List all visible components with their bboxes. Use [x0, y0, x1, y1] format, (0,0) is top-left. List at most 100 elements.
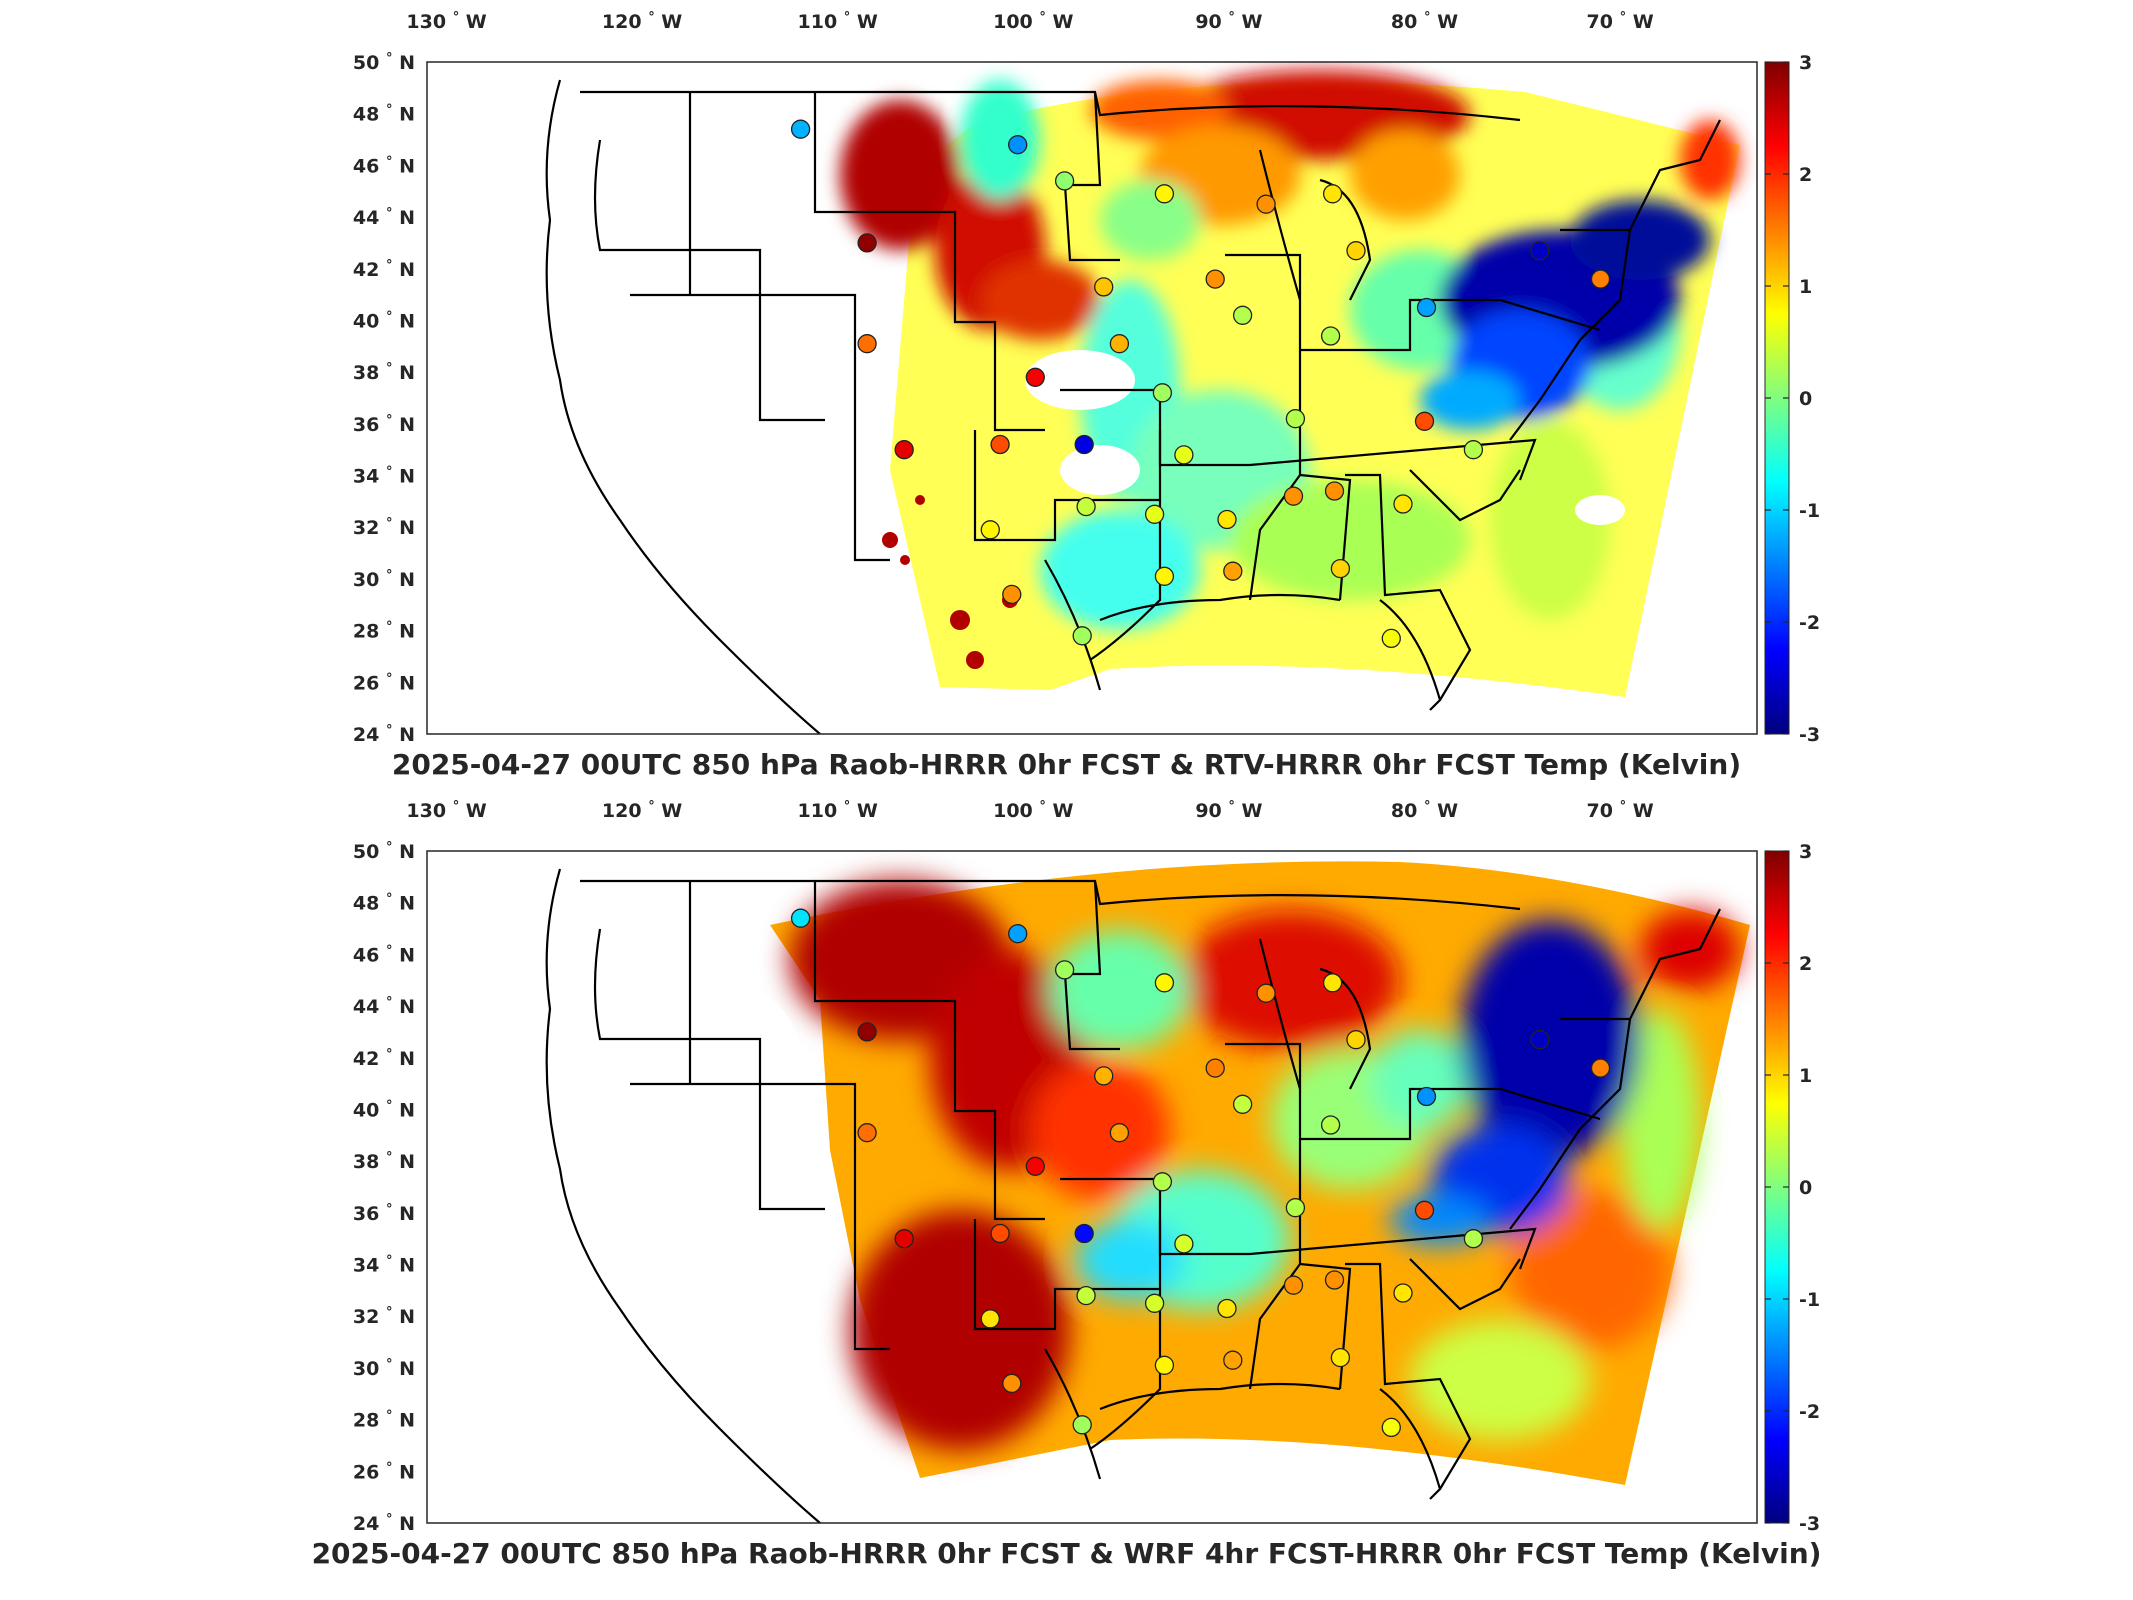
raob-station-marker	[1590, 269, 1611, 289]
latitude-tick-label: 50 ° N	[353, 51, 415, 74]
latitude-tick-label: 48 ° N	[353, 103, 415, 126]
longitude-tick-label: 90 ° W	[1195, 10, 1262, 33]
raob-station-marker	[1414, 411, 1435, 431]
latitude-tick-label: 42 ° N	[353, 1047, 415, 1070]
raob-station-marker	[1256, 194, 1276, 214]
raob-station-marker	[1154, 566, 1175, 586]
map-panel-bottom: 130 ° W 120 ° W 110 ° W 100 ° W 90 ° W 80 ° W…	[353, 799, 1820, 1535]
raob-station-marker	[990, 434, 1010, 455]
raob-station-marker	[1330, 1347, 1351, 1368]
latitude-tick-label: 42 ° N	[353, 258, 415, 281]
colorbar-tick-label: 1	[1799, 276, 1812, 298]
map-axes-top	[426, 61, 1758, 735]
raob-station-marker	[1152, 383, 1173, 403]
raob-station-marker	[1223, 561, 1243, 581]
longitude-tick-label: 130 ° W	[406, 799, 486, 822]
raob-station-marker	[1346, 1030, 1366, 1050]
raob-station-marker	[1002, 1373, 1022, 1394]
latitude-tick-label: 24 ° N	[353, 1512, 415, 1535]
raob-station-marker	[1054, 960, 1075, 980]
raob-stations-top	[790, 119, 1611, 649]
raob-station-marker	[1322, 184, 1343, 204]
raob-station-marker	[1154, 1355, 1175, 1375]
raob-station-marker	[1054, 171, 1075, 191]
raob-station-marker	[990, 1223, 1010, 1244]
colorbar-tick-label: 0	[1799, 1177, 1812, 1199]
raob-station-marker	[1416, 297, 1437, 318]
raob-station-marker	[1285, 409, 1306, 429]
latitude-tick-label: 34 ° N	[353, 465, 415, 488]
raob-station-marker	[1109, 334, 1130, 354]
raob-station-marker	[857, 1022, 877, 1042]
latitude-tick-label: 40 ° N	[353, 310, 415, 333]
raob-station-marker	[1530, 1030, 1550, 1050]
longitude-tick-label: 120 ° W	[602, 10, 682, 33]
raob-station-marker	[1002, 584, 1022, 605]
raob-station-marker	[1144, 504, 1165, 524]
longitude-tick-label: 70 ° W	[1587, 799, 1654, 822]
longitude-ticks-top: 130 ° W 120 ° W 110 ° W 100 ° W 90 ° W 80 ° W…	[406, 10, 1653, 33]
longitude-tick-label: 110 ° W	[798, 799, 878, 822]
colorbar-ticks-bottom: 3 2 1 0 -1 -2 -3	[1765, 841, 1820, 1535]
longitude-tick-label: 110 ° W	[798, 10, 878, 33]
colorbar-tick-label: 2	[1799, 164, 1812, 186]
longitude-tick-label: 70 ° W	[1587, 10, 1654, 33]
raob-station-marker	[1416, 1086, 1437, 1107]
colorbar-tick-label: -2	[1799, 1401, 1820, 1423]
longitude-tick-label: 100 ° W	[993, 799, 1073, 822]
raob-station-marker	[1094, 277, 1114, 297]
raob-station-marker	[1285, 1198, 1306, 1218]
raob-station-marker	[1217, 509, 1237, 530]
raob-station-marker	[1223, 1350, 1243, 1370]
latitude-tick-label: 30 ° N	[353, 568, 415, 591]
latitude-tick-label: 26 ° N	[353, 1460, 415, 1483]
colorbar-tick-label: 3	[1799, 52, 1812, 74]
latitude-tick-label: 30 ° N	[353, 1357, 415, 1380]
raob-station-marker	[1076, 496, 1096, 517]
anomaly-blobs-top	[840, 70, 1740, 630]
latitude-tick-label: 46 ° N	[353, 943, 415, 966]
panel-title-top: 2025-04-27 00UTC 850 hPa Raob-HRRR 0hr F…	[391, 748, 1742, 781]
latitude-tick-label: 36 ° N	[353, 1202, 415, 1225]
latitude-tick-label: 38 ° N	[353, 361, 415, 384]
panel-title-bottom: 2025-04-27 00UTC 850 hPa Raob-HRRR 0hr F…	[311, 1537, 1822, 1570]
latitude-tick-label: 40 ° N	[353, 1099, 415, 1122]
raob-station-marker	[1094, 1066, 1114, 1086]
longitude-tick-label: 80 ° W	[1391, 799, 1458, 822]
raob-station-marker	[1590, 1058, 1611, 1078]
raob-station-marker	[1205, 1058, 1225, 1078]
latitude-tick-label: 24 ° N	[353, 723, 415, 746]
colorbar-tick-label: -3	[1799, 1513, 1820, 1535]
longitude-tick-label: 120 ° W	[602, 799, 682, 822]
raob-station-marker	[1074, 1223, 1094, 1244]
colorbar-tick-label: 2	[1799, 953, 1812, 975]
raob-station-marker	[1074, 434, 1094, 455]
longitude-tick-label: 130 ° W	[406, 10, 486, 33]
raob-station-marker	[1008, 135, 1028, 155]
raob-station-marker	[980, 1309, 1000, 1329]
raob-station-marker	[894, 1229, 914, 1249]
raob-station-marker	[1330, 558, 1351, 579]
raob-station-marker	[1174, 445, 1194, 465]
longitude-ticks-bottom: 130 ° W 120 ° W 110 ° W 100 ° W 90 ° W 80 ° W…	[406, 799, 1653, 822]
raob-station-marker	[1025, 367, 1045, 387]
colorbar-tick-label: 1	[1799, 1065, 1812, 1087]
latitude-tick-label: 46 ° N	[353, 154, 415, 177]
raob-station-marker	[1109, 1123, 1130, 1143]
raob-station-marker	[1414, 1200, 1435, 1220]
latitude-tick-label: 38 ° N	[353, 1150, 415, 1173]
colorbar-tick-label: 0	[1799, 388, 1812, 410]
raob-station-marker	[1144, 1293, 1165, 1313]
raob-station-marker	[1232, 1094, 1253, 1114]
raob-station-marker	[1324, 1270, 1345, 1290]
raob-station-marker	[1152, 1172, 1173, 1192]
raob-station-marker	[1381, 1417, 1401, 1438]
latitude-ticks-bottom: 50 ° N 48 ° N 46 ° N 44 ° N 42 ° N 40 ° N 38 °…	[353, 840, 415, 1535]
colorbar-tick-label: 3	[1799, 841, 1812, 863]
latitude-tick-label: 28 ° N	[353, 620, 415, 643]
raob-station-marker	[1320, 326, 1341, 346]
raob-station-marker	[857, 334, 877, 354]
latitude-tick-label: 32 ° N	[353, 516, 415, 539]
raob-station-marker	[980, 520, 1000, 540]
